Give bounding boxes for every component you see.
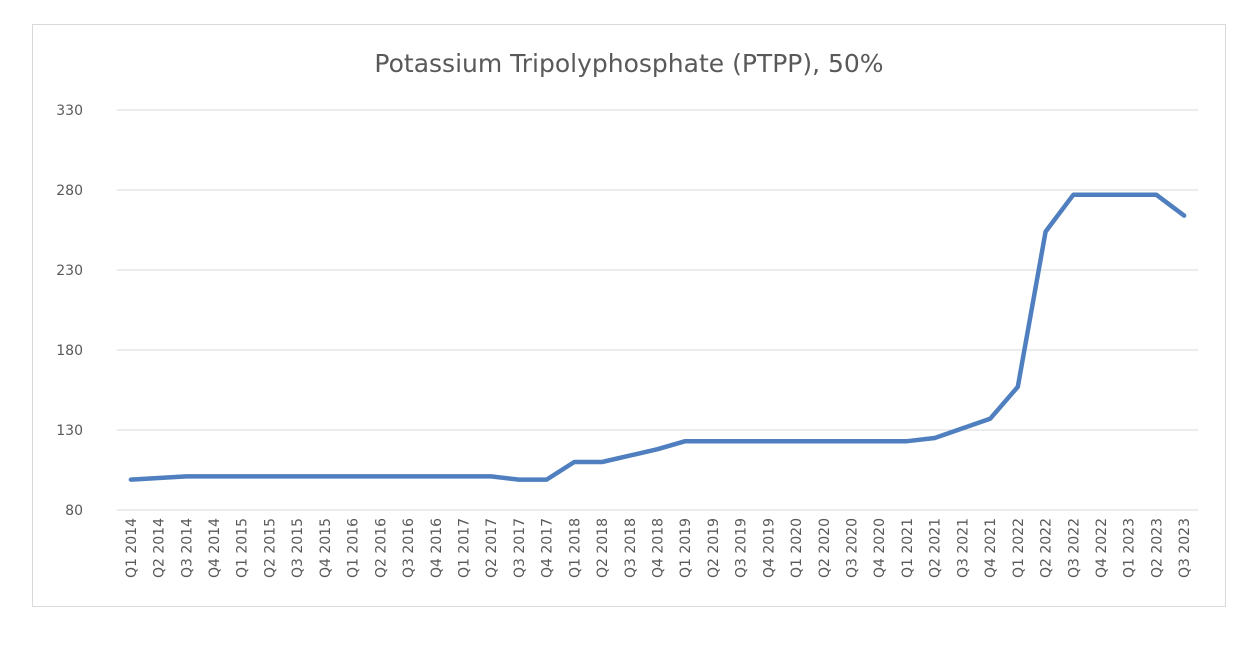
line-chart: Potassium Tripolyphosphate (PTPP), 50% 8…: [56, 49, 1198, 578]
x-tick-label: Q3 2021: [955, 518, 971, 578]
x-tick-label: Q4 2019: [761, 518, 777, 578]
series-line-0: [128, 192, 1187, 482]
y-tick-label: 230: [56, 263, 83, 279]
x-tick-label: Q4 2014: [207, 518, 223, 578]
x-tick-label: Q1 2014: [124, 518, 140, 578]
x-tick-label: Q3 2020: [845, 518, 861, 578]
x-tick-label: Q4 2020: [872, 518, 888, 578]
x-tick-label: Q2 2017: [484, 518, 500, 578]
x-tick-label: Q3 2023: [1177, 518, 1193, 578]
x-tick-label: Q1 2016: [346, 518, 362, 578]
x-tick-label: Q2 2016: [373, 518, 389, 578]
x-tick-label: Q1 2017: [456, 518, 472, 578]
x-tick-label: Q3 2018: [623, 518, 639, 578]
x-tick-label: Q2 2022: [1039, 518, 1055, 578]
x-tick-label: Q2 2019: [706, 518, 722, 578]
x-tick-label: Q3 2022: [1066, 518, 1082, 578]
y-tick-label: 180: [56, 343, 83, 359]
x-tick-label: Q1 2021: [900, 518, 916, 578]
x-tick-label: Q4 2021: [983, 518, 999, 578]
x-tick-label: Q4 2022: [1094, 518, 1110, 578]
x-tick-label: Q2 2015: [262, 518, 278, 578]
gridlines: [117, 109, 1198, 511]
x-tick-label: Q3 2016: [401, 518, 417, 578]
x-tick-label: Q2 2018: [595, 518, 611, 578]
x-axis-tick-labels: Q1 2014 Q2 2014 Q3 2014 Q4 2014 Q1 2015 Q2 20…: [124, 518, 1193, 578]
y-tick-label: 280: [56, 183, 83, 199]
x-tick-label: Q4 2015: [318, 518, 334, 578]
x-tick-label: Q1 2020: [789, 518, 805, 578]
chart-title: Potassium Tripolyphosphate (PTPP), 50%: [374, 49, 883, 78]
chart-frame: Potassium Tripolyphosphate (PTPP), 50% 8…: [32, 24, 1226, 607]
series-layer: [128, 192, 1187, 482]
x-tick-label: Q3 2017: [512, 518, 528, 578]
x-tick-label: Q1 2022: [1011, 518, 1027, 578]
x-tick-label: Q1 2023: [1122, 518, 1138, 578]
x-tick-label: Q1 2018: [567, 518, 583, 578]
x-tick-label: Q2 2023: [1149, 518, 1165, 578]
x-tick-label: Q4 2018: [651, 518, 667, 578]
x-tick-label: Q1 2015: [235, 518, 251, 578]
x-tick-label: Q3 2019: [734, 518, 750, 578]
x-tick-label: Q2 2020: [817, 518, 833, 578]
x-tick-label: Q4 2017: [540, 518, 556, 578]
x-tick-label: Q2 2021: [928, 518, 944, 578]
y-tick-label: 330: [56, 103, 83, 119]
x-tick-label: Q4 2016: [429, 518, 445, 578]
x-tick-label: Q3 2015: [290, 518, 306, 578]
x-tick-label: Q3 2014: [179, 518, 195, 578]
x-tick-label: Q2 2014: [152, 518, 168, 578]
y-axis-tick-labels: 80 130 180 230 280 330: [56, 103, 83, 519]
y-tick-label: 80: [65, 503, 83, 519]
x-tick-label: Q1 2019: [678, 518, 694, 578]
y-tick-label: 130: [56, 423, 83, 439]
